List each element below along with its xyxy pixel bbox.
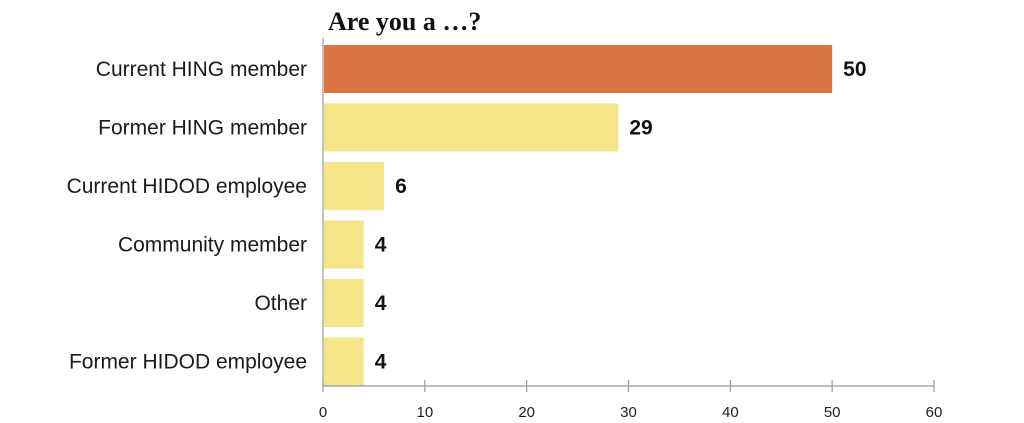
value-label: 4: [375, 292, 387, 315]
category-label: Other: [254, 292, 307, 315]
value-label: 50: [843, 58, 866, 81]
x-tick-label: 20: [518, 404, 535, 421]
bar: [324, 337, 364, 386]
category-label: Former HING member: [98, 117, 307, 140]
value-labels: 50 29 6 4 4 4: [375, 58, 867, 374]
x-tick-label: 40: [722, 404, 739, 421]
bar: [324, 45, 833, 93]
x-tick-label: 0: [319, 404, 327, 421]
category-labels: Current HING member Former HING member Cur…: [67, 58, 307, 374]
chart-title: Are you a …?: [328, 7, 481, 36]
bar: [324, 279, 364, 327]
value-label: 4: [375, 234, 387, 257]
category-label: Current HING member: [96, 58, 307, 81]
x-tick-label: 10: [416, 404, 433, 421]
bar: [324, 220, 364, 269]
category-label: Former HIDOD employee: [69, 351, 307, 374]
bars-layer: [324, 45, 833, 386]
value-label: 4: [375, 351, 387, 374]
x-axis-ticks: 0 10 20 30 40 50 60: [319, 380, 943, 421]
category-label: Current HIDOD employee: [67, 175, 307, 198]
category-label: Community member: [118, 234, 307, 257]
x-tick-label: 60: [926, 404, 943, 421]
value-label: 29: [629, 117, 652, 140]
bar: [324, 103, 619, 152]
x-tick-label: 50: [824, 404, 841, 421]
x-tick-label: 30: [620, 404, 637, 421]
bar: [324, 162, 385, 210]
value-label: 6: [395, 175, 407, 198]
